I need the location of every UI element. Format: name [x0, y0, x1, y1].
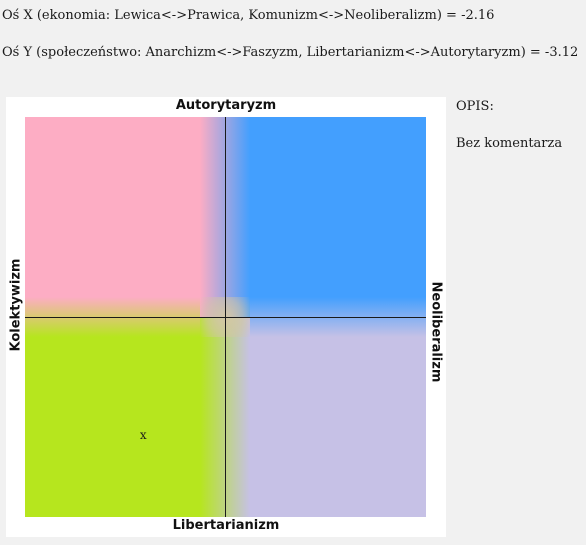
political-compass: Autorytaryzm Libertarianizm Kolektywizm … — [6, 97, 446, 537]
description-panel: OPIS: Bez komentarza — [456, 99, 584, 151]
description-text: Bez komentarza — [456, 136, 563, 151]
compass-plot-area: x — [25, 117, 426, 517]
label-neoliberalism: Neoliberalizm — [428, 281, 444, 383]
label-collectivism: Kolektywizm — [8, 258, 24, 352]
y-axis-score: Oś Y (społeczeństwo: Anarchizm<->Faszyzm… — [2, 45, 579, 60]
quadrant-bottom-right — [225, 317, 426, 517]
position-marker: x — [139, 427, 147, 442]
description-heading: OPIS: — [456, 99, 494, 114]
horizontal-axis-line — [25, 317, 426, 318]
x-axis-score: Oś X (ekonomia: Lewica<->Prawica, Komuni… — [2, 8, 495, 23]
label-libertarian: Libertarianizm — [172, 518, 280, 533]
quadrant-top-right — [225, 117, 426, 317]
label-authoritarian: Autorytaryzm — [175, 98, 277, 113]
quadrant-bottom-left — [25, 317, 225, 517]
quadrant-top-left — [25, 117, 225, 317]
